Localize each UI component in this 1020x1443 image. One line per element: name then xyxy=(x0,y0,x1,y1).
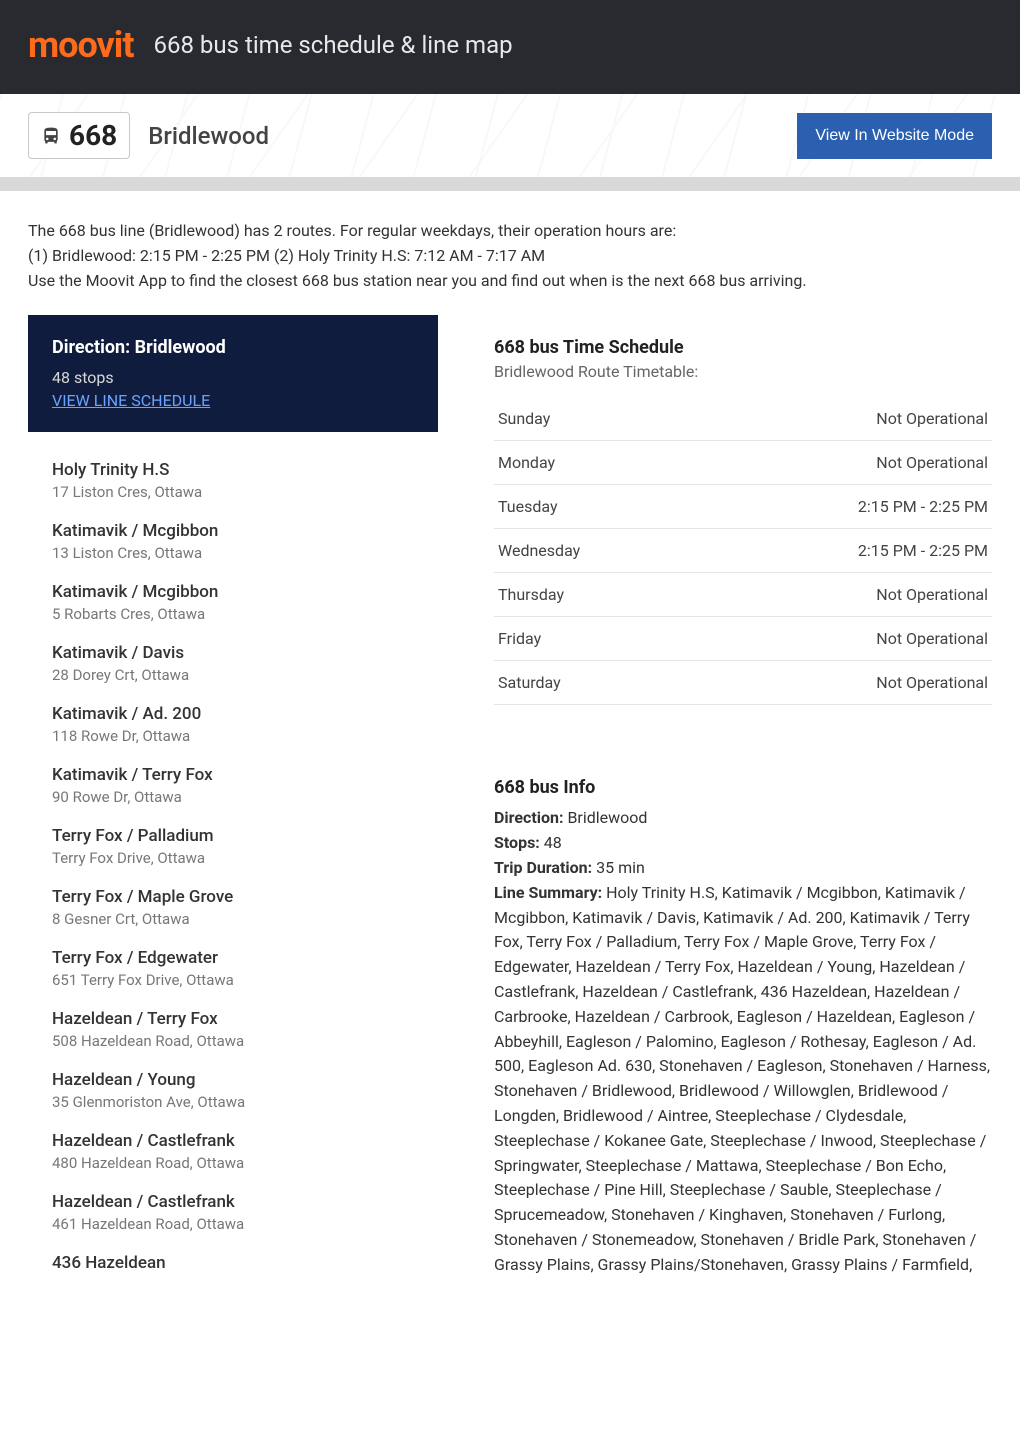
timetable-day: Saturday xyxy=(494,661,691,705)
view-website-button[interactable]: View In Website Mode xyxy=(797,113,992,159)
stop-item: Katimavik / Mcgibbon 5 Robarts Cres, Otta… xyxy=(52,582,414,623)
timetable-row: FridayNot Operational xyxy=(494,617,992,661)
info-duration-label: Trip Duration: xyxy=(494,858,592,877)
info-direction-label: Direction: xyxy=(494,808,563,827)
timetable-day: Tuesday xyxy=(494,485,691,529)
timetable-row: Tuesday2:15 PM - 2:25 PM xyxy=(494,485,992,529)
timetable-row: ThursdayNot Operational xyxy=(494,573,992,617)
direction-title: Direction: Bridlewood xyxy=(52,337,414,358)
intro-line: The 668 bus line (Bridlewood) has 2 rout… xyxy=(28,219,992,244)
info-stops-value: 48 xyxy=(540,833,562,852)
timetable-time: 2:15 PM - 2:25 PM xyxy=(691,529,992,573)
bus-icon xyxy=(41,126,61,146)
stop-name: Terry Fox / Maple Grove xyxy=(52,887,414,907)
stop-name: Hazeldean / Terry Fox xyxy=(52,1009,414,1029)
stop-name: Hazeldean / Castlefrank xyxy=(52,1192,414,1212)
info-duration-value: 35 min xyxy=(592,858,645,877)
route-badge-wrap: 668 Bridlewood xyxy=(28,112,269,159)
stop-address: 13 Liston Cres, Ottawa xyxy=(52,544,414,562)
timetable-row: Wednesday2:15 PM - 2:25 PM xyxy=(494,529,992,573)
stop-address: 90 Rowe Dr, Ottawa xyxy=(52,788,414,806)
timetable-row: SundayNot Operational xyxy=(494,397,992,441)
stop-address: 35 Glenmoriston Ave, Ottawa xyxy=(52,1093,414,1111)
stop-item: Katimavik / Terry Fox 90 Rowe Dr, Ottawa xyxy=(52,765,414,806)
right-column: 668 bus Time Schedule Bridlewood Route T… xyxy=(494,315,992,1293)
stop-address: 461 Hazeldean Road, Ottawa xyxy=(52,1215,414,1233)
stop-name: Hazeldean / Young xyxy=(52,1070,414,1090)
info-summary-value: Holy Trinity H.S, Katimavik / Mcgibbon, … xyxy=(494,883,990,1274)
timetable-day: Monday xyxy=(494,441,691,485)
timetable-time: Not Operational xyxy=(691,573,992,617)
stop-address: 17 Liston Cres, Ottawa xyxy=(52,483,414,501)
stop-name: Holy Trinity H.S xyxy=(52,460,414,480)
timetable-title: 668 bus Time Schedule xyxy=(494,337,992,358)
timetable-row: SaturdayNot Operational xyxy=(494,661,992,705)
stop-item: Hazeldean / Young 35 Glenmoriston Ave, Ot… xyxy=(52,1070,414,1111)
stop-address: 8 Gesner Crt, Ottawa xyxy=(52,910,414,928)
left-column: Direction: Bridlewood 48 stops VIEW LINE… xyxy=(28,315,438,1293)
stop-item: Hazeldean / Castlefrank 480 Hazeldean Roa… xyxy=(52,1131,414,1172)
stop-name: Terry Fox / Palladium xyxy=(52,826,414,846)
stop-address: 5 Robarts Cres, Ottawa xyxy=(52,605,414,623)
stop-name: Katimavik / Davis xyxy=(52,643,414,663)
app-header: moovit 668 bus time schedule & line map xyxy=(0,0,1020,94)
direction-box: Direction: Bridlewood 48 stops VIEW LINE… xyxy=(28,315,438,432)
stop-item: Katimavik / Mcgibbon 13 Liston Cres, Otta… xyxy=(52,521,414,562)
stop-item: Terry Fox / Maple Grove 8 Gesner Crt, Ott… xyxy=(52,887,414,928)
stop-name: 436 Hazeldean xyxy=(52,1253,414,1273)
timetable-day: Wednesday xyxy=(494,529,691,573)
stop-item: Terry Fox / Edgewater 651 Terry Fox Drive… xyxy=(52,948,414,989)
timetable-day: Friday xyxy=(494,617,691,661)
intro-line: Use the Moovit App to find the closest 6… xyxy=(28,269,992,294)
timetable-time: Not Operational xyxy=(691,441,992,485)
stop-item: Holy Trinity H.S 17 Liston Cres, Ottawa xyxy=(52,460,414,501)
stop-item: Katimavik / Ad. 200 118 Rowe Dr, Ottawa xyxy=(52,704,414,745)
stop-item: 436 Hazeldean xyxy=(52,1253,414,1273)
sub-header-wrap: 668 Bridlewood View In Website Mode xyxy=(0,94,1020,191)
direction-stops-count: 48 stops xyxy=(52,368,414,387)
stop-item: Terry Fox / Palladium Terry Fox Drive, Ot… xyxy=(52,826,414,867)
main-columns: Direction: Bridlewood 48 stops VIEW LINE… xyxy=(0,315,1020,1321)
stop-address: 480 Hazeldean Road, Ottawa xyxy=(52,1154,414,1172)
stop-name: Katimavik / Terry Fox xyxy=(52,765,414,785)
view-line-schedule-link[interactable]: VIEW LINE SCHEDULE xyxy=(52,391,210,410)
stop-address: Terry Fox Drive, Ottawa xyxy=(52,849,414,867)
stop-address: 651 Terry Fox Drive, Ottawa xyxy=(52,971,414,989)
stop-list: Holy Trinity H.S 17 Liston Cres, Ottawa Ka… xyxy=(28,432,438,1273)
intro-text: The 668 bus line (Bridlewood) has 2 rout… xyxy=(0,191,1020,315)
info-summary-label: Line Summary: xyxy=(494,883,602,902)
info-direction-value: Bridlewood xyxy=(563,808,647,827)
route-number: 668 xyxy=(69,119,117,152)
moovit-logo: moovit xyxy=(28,24,134,66)
stop-address: 508 Hazeldean Road, Ottawa xyxy=(52,1032,414,1050)
stop-item: Hazeldean / Terry Fox 508 Hazeldean Road,… xyxy=(52,1009,414,1050)
info-stops-label: Stops: xyxy=(494,833,540,852)
timetable-time: 2:15 PM - 2:25 PM xyxy=(691,485,992,529)
bus-info-body: Direction: Bridlewood Stops: 48 Trip Dur… xyxy=(494,806,992,1277)
stop-name: Katimavik / Mcgibbon xyxy=(52,521,414,541)
timetable-subtitle: Bridlewood Route Timetable: xyxy=(494,362,992,381)
intro-line: (1) Bridlewood: 2:15 PM - 2:25 PM (2) Ho… xyxy=(28,244,992,269)
timetable-time: Not Operational xyxy=(691,617,992,661)
stop-item: Hazeldean / Castlefrank 461 Hazeldean Roa… xyxy=(52,1192,414,1233)
timetable-day: Thursday xyxy=(494,573,691,617)
bus-info-title: 668 bus Info xyxy=(494,777,992,798)
timetable-time: Not Operational xyxy=(691,661,992,705)
stop-name: Katimavik / Mcgibbon xyxy=(52,582,414,602)
timetable-time: Not Operational xyxy=(691,397,992,441)
timetable-day: Sunday xyxy=(494,397,691,441)
stop-address: 28 Dorey Crt, Ottawa xyxy=(52,666,414,684)
stop-address: 118 Rowe Dr, Ottawa xyxy=(52,727,414,745)
stop-name: Hazeldean / Castlefrank xyxy=(52,1131,414,1151)
sub-header: 668 Bridlewood View In Website Mode xyxy=(0,94,1020,177)
stop-name: Katimavik / Ad. 200 xyxy=(52,704,414,724)
stop-name: Terry Fox / Edgewater xyxy=(52,948,414,968)
route-name: Bridlewood xyxy=(148,122,269,150)
page-title: 668 bus time schedule & line map xyxy=(154,31,513,59)
timetable-table: SundayNot OperationalMondayNot Operation… xyxy=(494,397,992,705)
stop-item: Katimavik / Davis 28 Dorey Crt, Ottawa xyxy=(52,643,414,684)
route-badge: 668 xyxy=(28,112,130,159)
timetable-row: MondayNot Operational xyxy=(494,441,992,485)
